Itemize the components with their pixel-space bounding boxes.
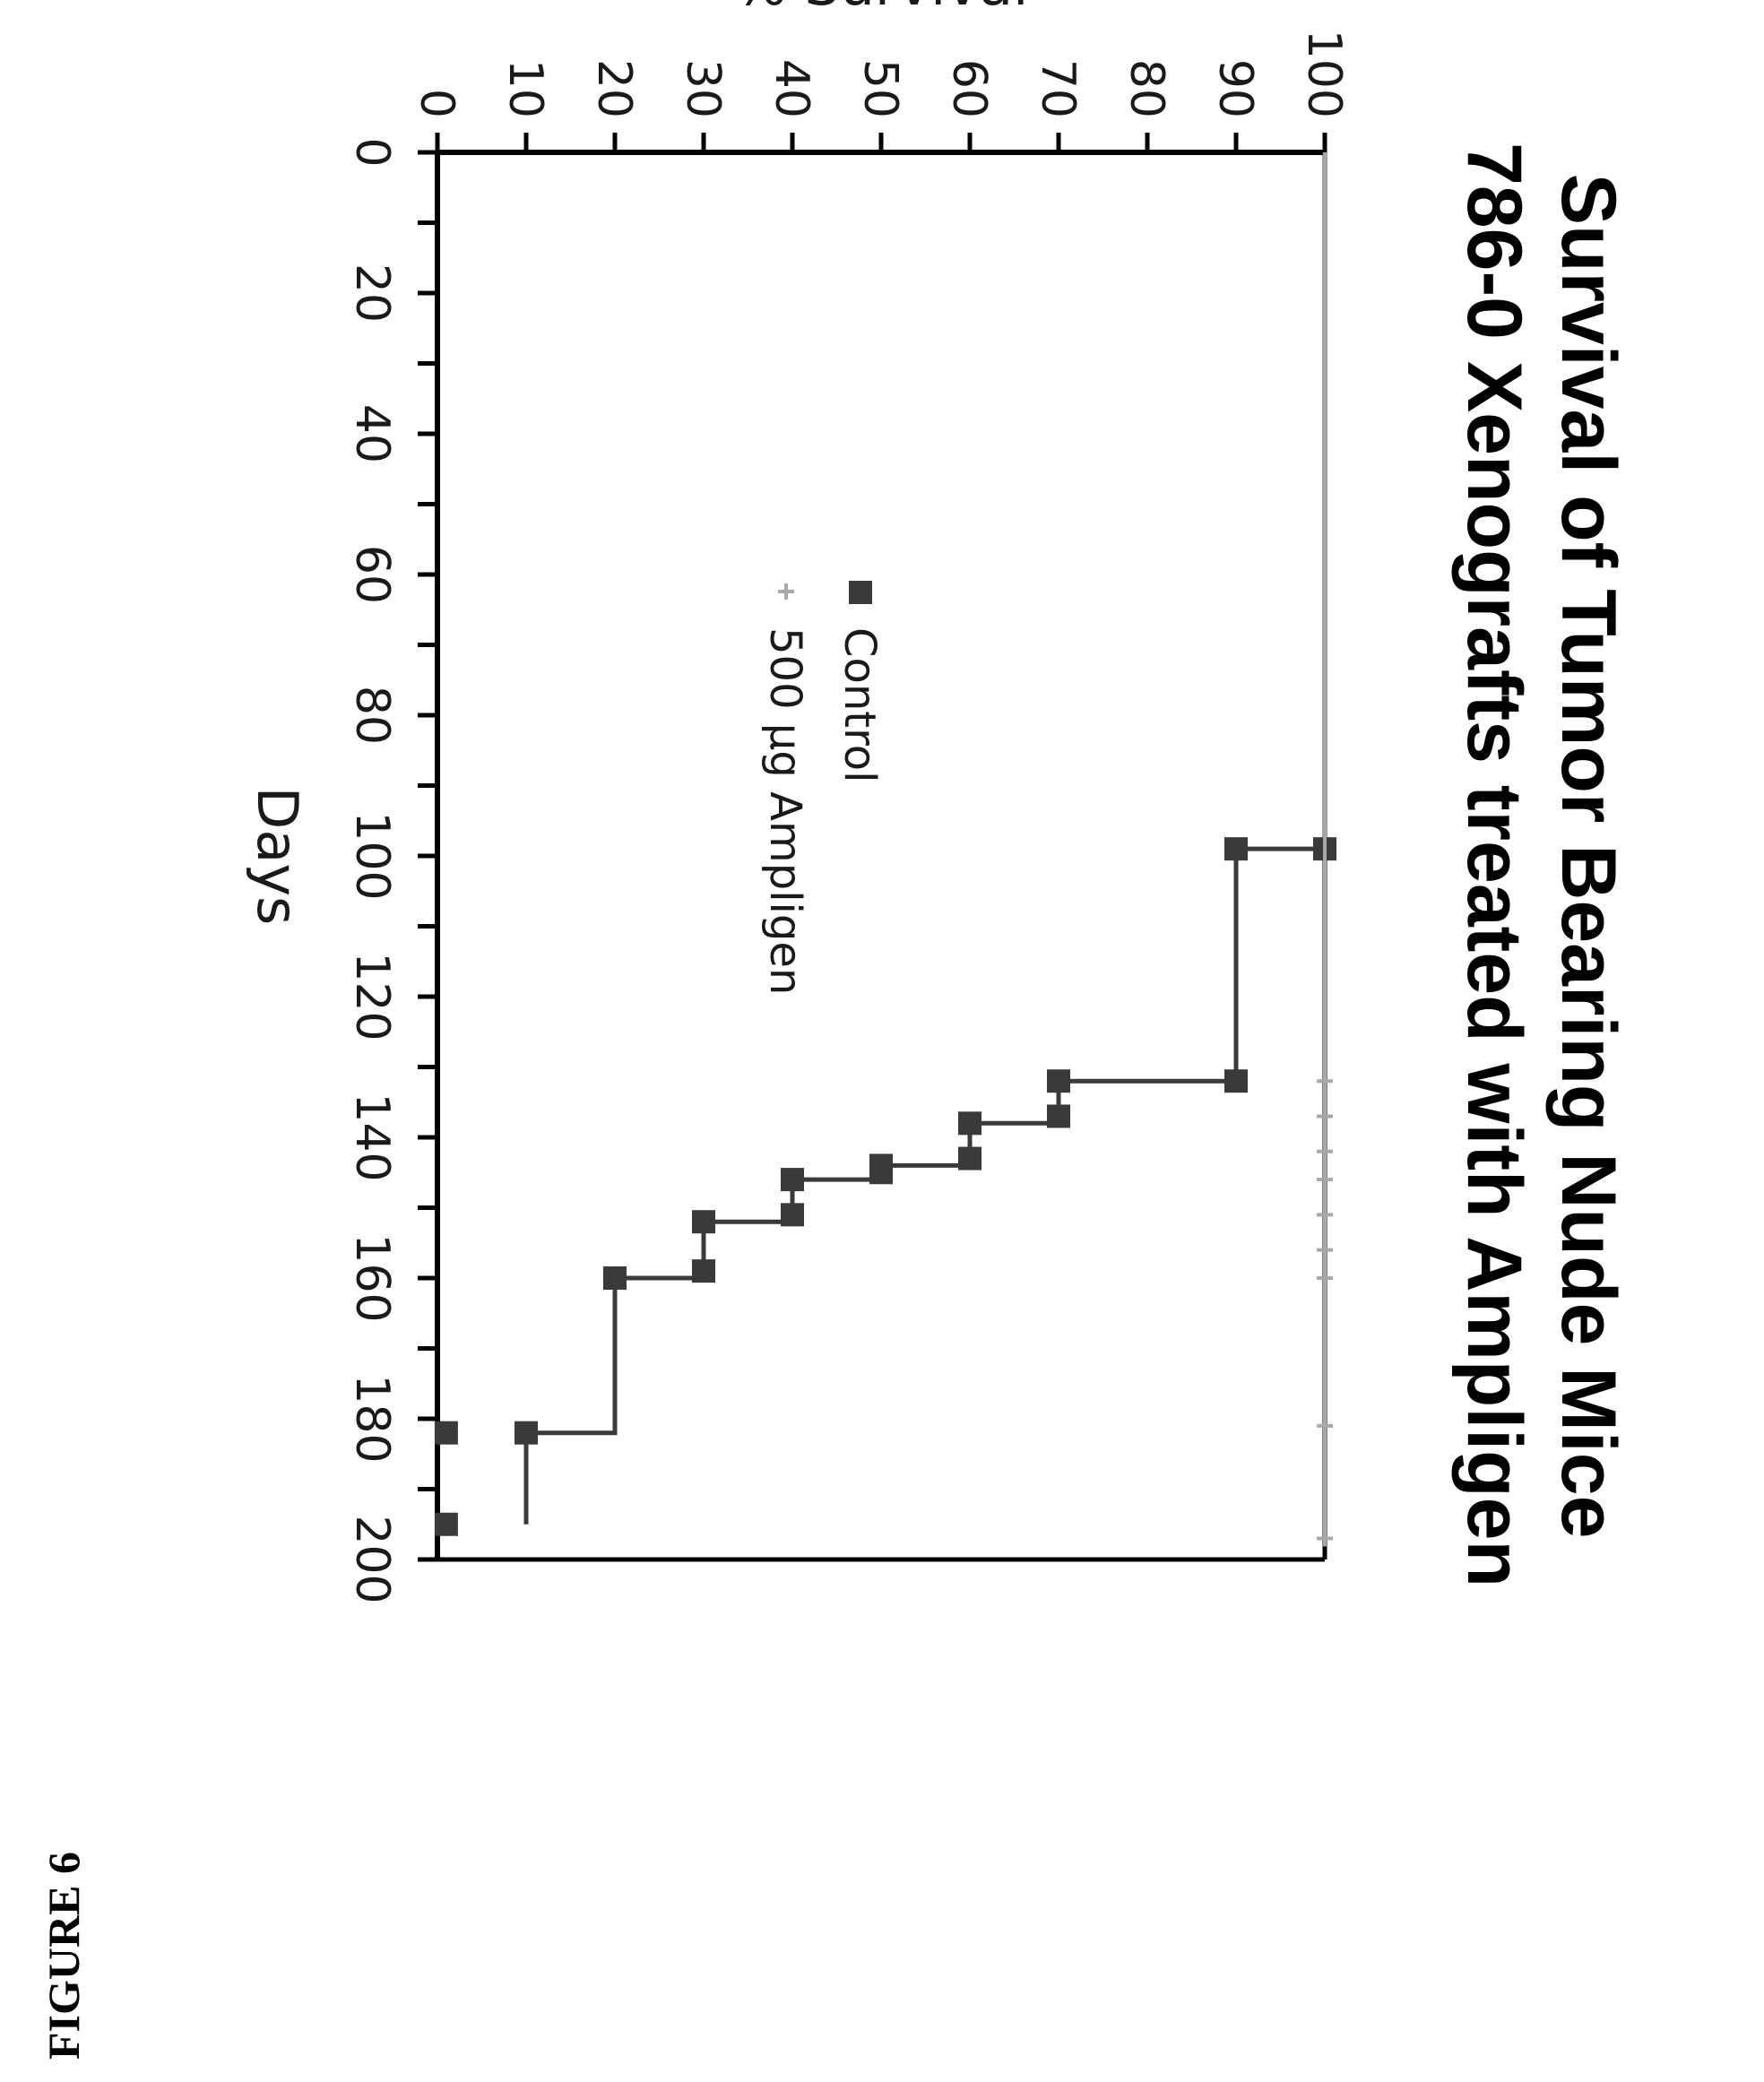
y-tick-label: 60 [942, 59, 996, 118]
x-tick-label: 120 [345, 952, 399, 1041]
control-marker [514, 1421, 538, 1445]
x-tick-label: 160 [345, 1233, 399, 1322]
y-tick-label: 10 [498, 59, 552, 118]
control-marker [1047, 1104, 1070, 1128]
ampligen-marker [1317, 1206, 1333, 1223]
x-tick-label: 180 [345, 1374, 399, 1463]
legend-marker-ampligen [778, 583, 794, 600]
chart-title-line-2: 786-0 Xenografts treated with Ampligen [1451, 143, 1537, 1587]
control-marker [1224, 837, 1248, 861]
x-tick-label: 40 [345, 404, 399, 463]
control-marker [692, 1210, 715, 1234]
x-tick-label: 60 [345, 545, 399, 604]
control-marker [434, 1512, 458, 1536]
ampligen-marker [1317, 1143, 1333, 1160]
y-tick-labels: 0 10 20 30 40 50 60 70 80 90 100 [410, 30, 1351, 118]
y-tick-label: 100 [1297, 30, 1351, 118]
y-axis-label: % Survival [734, 0, 1029, 18]
y-tick-label: 90 [1208, 59, 1262, 118]
y-tick-label: 40 [765, 59, 818, 118]
y-tick-label: 20 [587, 59, 641, 118]
y-tick-label: 50 [853, 59, 907, 118]
x-tick-label: 80 [345, 686, 399, 745]
y-tick-label: 70 [1031, 59, 1085, 118]
control-marker [1224, 1069, 1248, 1093]
x-tick-label: 20 [345, 263, 399, 323]
control-marker [1047, 1069, 1070, 1093]
control-marker [603, 1266, 627, 1290]
ampligen-marker [1317, 1270, 1333, 1286]
y-tick-label: 0 [410, 89, 463, 118]
legend-label-control: Control [834, 627, 885, 783]
control-marker [434, 1421, 458, 1445]
plot-rotated-group: Survival of Tumor Bearing Nude Mice 786-… [245, 0, 1631, 1604]
ampligen-marker [1317, 1108, 1333, 1125]
ampligen-marker [1317, 1241, 1333, 1258]
x-tick-label: 140 [345, 1093, 399, 1181]
control-marker [869, 1161, 893, 1185]
y-tick-label: 80 [1120, 59, 1173, 118]
y-tick-label: 30 [676, 59, 730, 118]
legend-label-ampligen: 500 µg Ampligen [760, 627, 810, 995]
ampligen-marker [1317, 1171, 1333, 1188]
legend-marker-control [849, 581, 872, 604]
control-marker [958, 1111, 981, 1136]
ampligen-marker [1317, 1417, 1333, 1434]
x-axis-label: Days [245, 787, 310, 926]
ampligen-marker [1317, 1530, 1333, 1547]
control-marker [781, 1168, 804, 1192]
control-marker [692, 1259, 715, 1283]
series-line-control [523, 152, 1327, 1525]
axes [418, 133, 1327, 1562]
control-marker [781, 1203, 804, 1227]
x-tick-label: 0 [345, 137, 399, 167]
x-tick-labels: 0 20 40 60 80 100 120 140 160 180 200 [345, 137, 399, 1603]
x-tick-label: 200 [345, 1515, 399, 1603]
control-marker [958, 1146, 981, 1171]
series-layer [434, 152, 1336, 1547]
legend: Control 500 µg Ampligen [760, 581, 885, 995]
x-tick-label: 100 [345, 811, 399, 900]
ampligen-marker [1317, 1073, 1333, 1090]
chart-title-line-1: Survival of Tumor Bearing Nude Mice [1545, 174, 1631, 1539]
